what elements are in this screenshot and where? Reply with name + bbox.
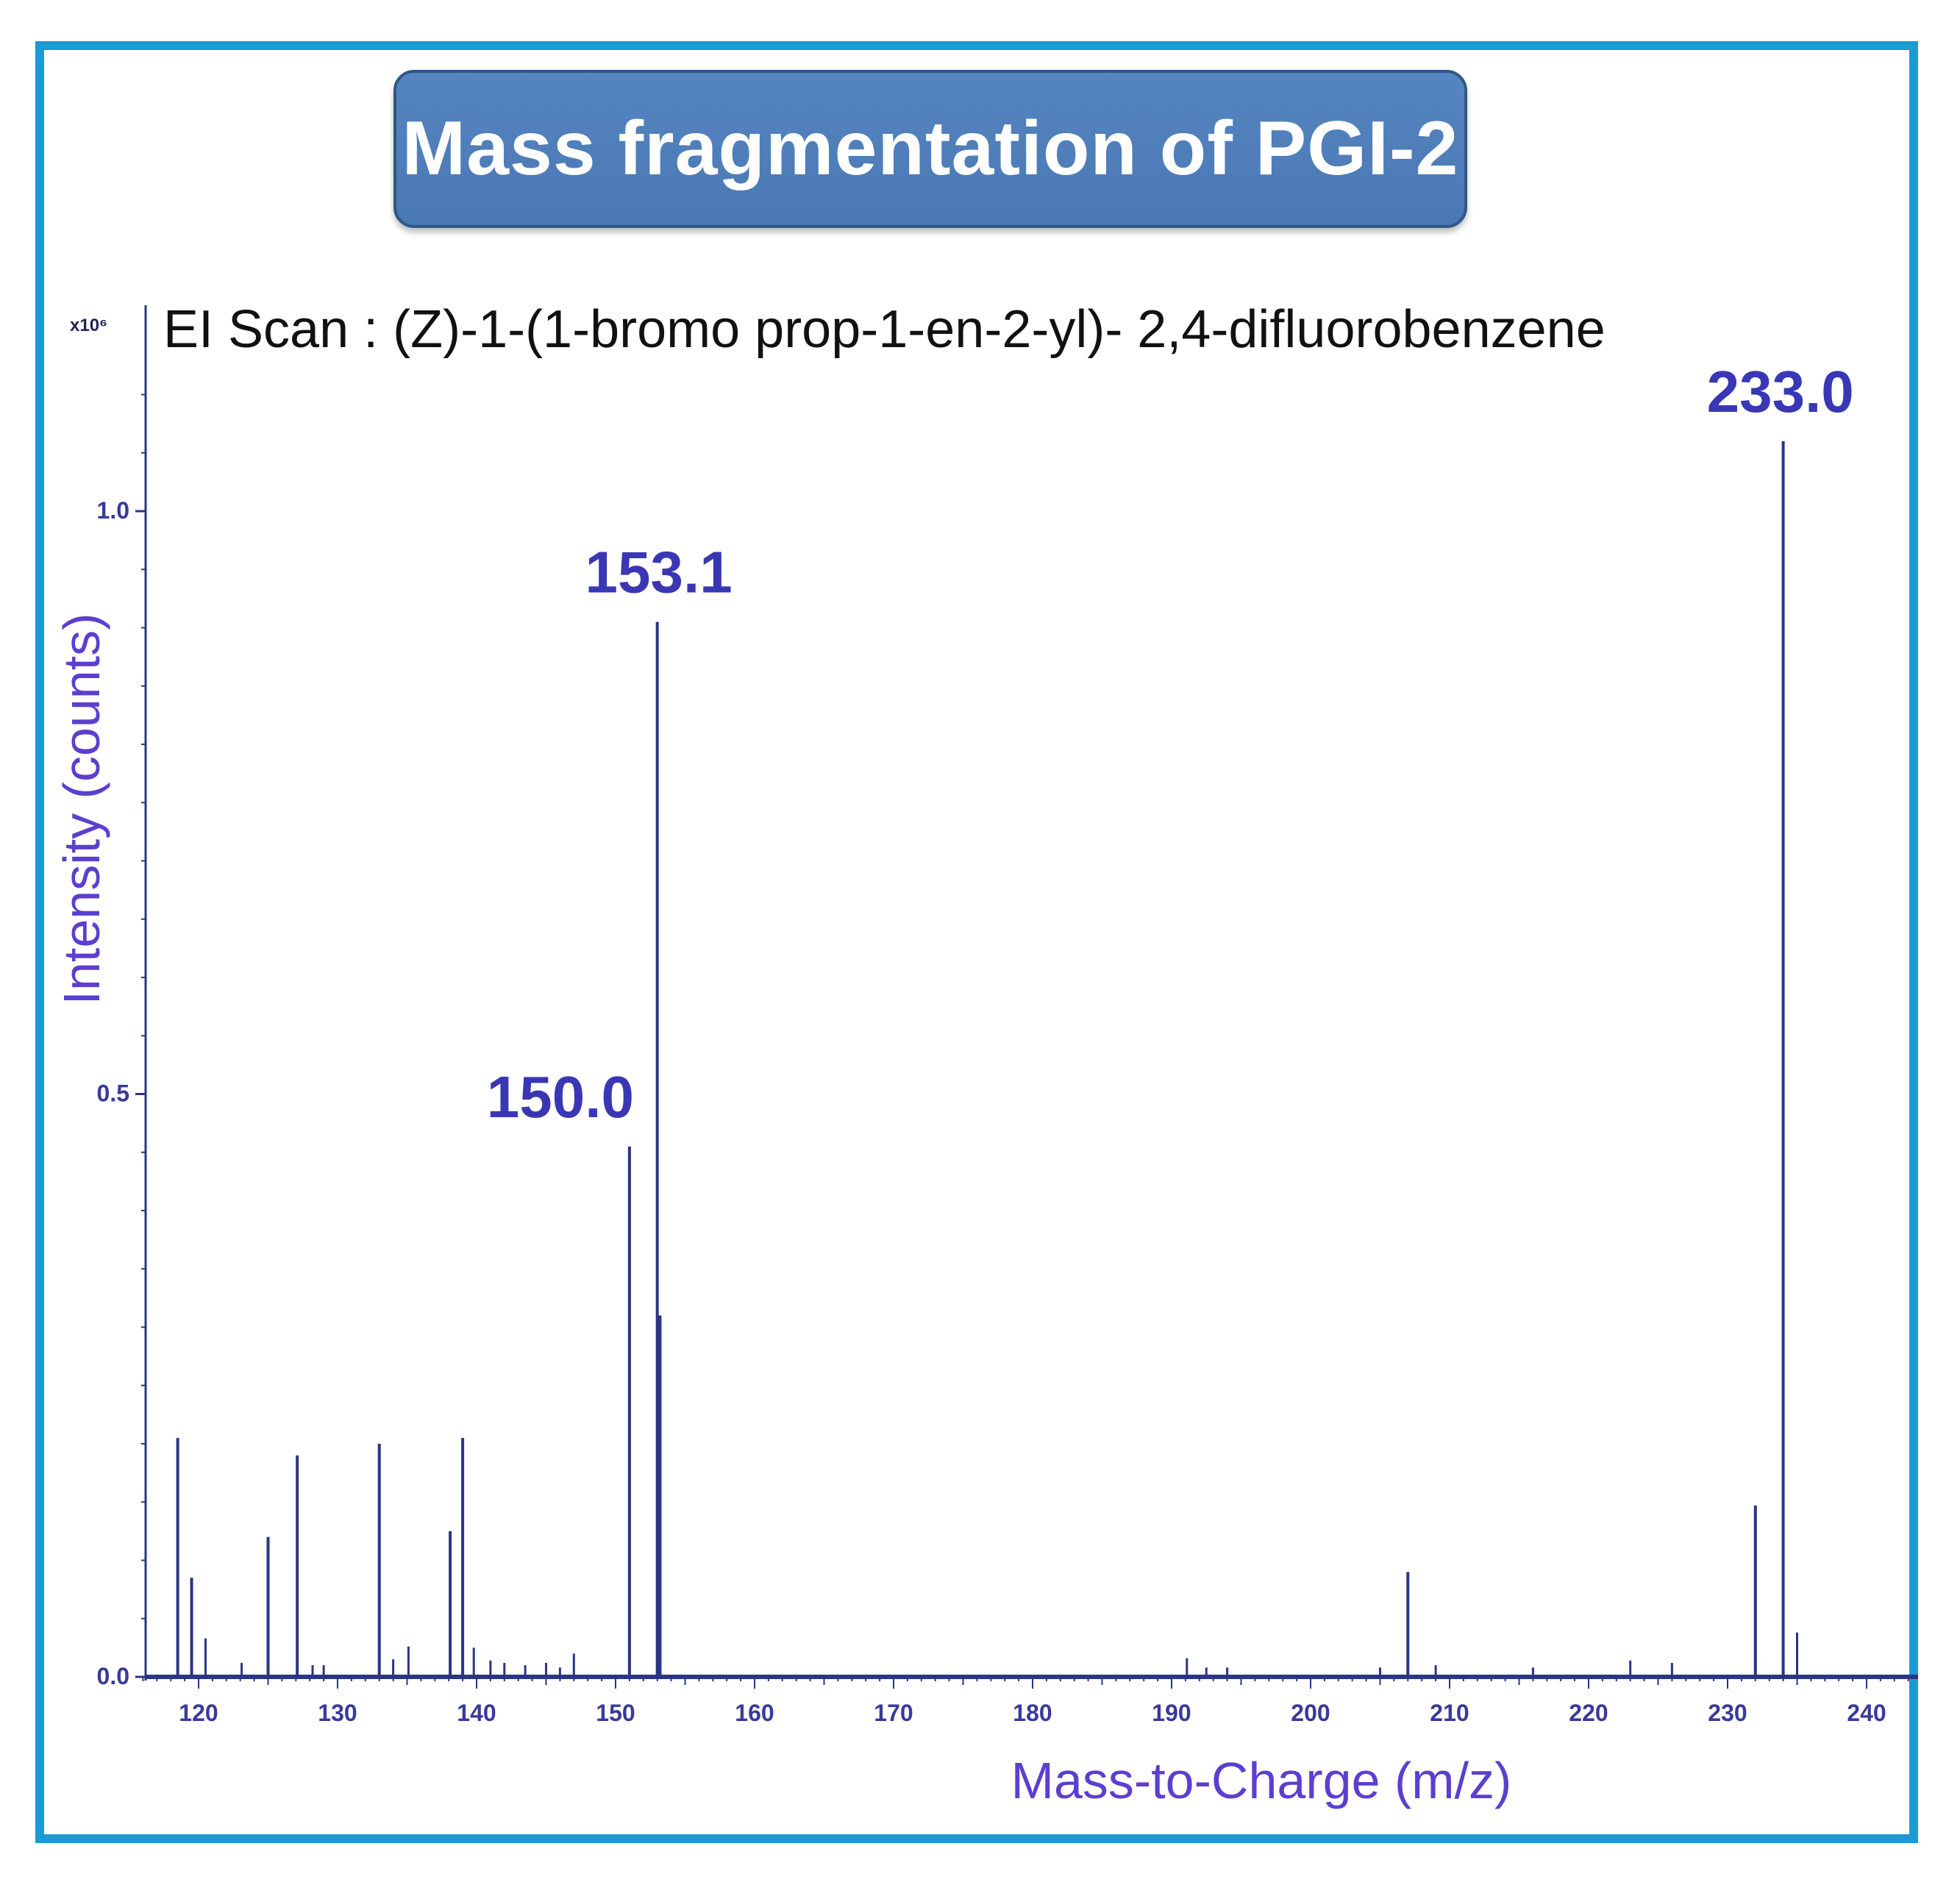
y-axis-label: Intensity (counts): [53, 613, 110, 1005]
peak-label: 233.0: [1707, 359, 1854, 424]
x-tick-label: 240: [1847, 1700, 1886, 1726]
x-axis-label: Mass-to-Charge (m/z): [1011, 1752, 1512, 1809]
peak-labels: 150.0 153.1 233.0: [487, 359, 1854, 1130]
x-tick-label: 170: [874, 1700, 913, 1726]
x-axis-ticks: 120 130 140 150 160 170 180 190 200 210 220 230 240: [142, 1677, 1909, 1726]
x-tick-label: 150: [596, 1700, 635, 1726]
x-tick-label: 120: [179, 1700, 218, 1726]
peak-label: 153.1: [585, 540, 732, 605]
y-axis-ticks: 0.0 0.5 1.0: [97, 393, 146, 1689]
y-multiplier: x10⁶: [70, 316, 107, 335]
peak-label: 150.0: [487, 1064, 634, 1130]
y-tick-label: 0.0: [97, 1663, 129, 1689]
spectrum-peaks: [176, 441, 1798, 1677]
x-tick-label: 130: [318, 1700, 357, 1726]
chart-title: EI Scan : (Z)-1-(1-bromo prop-1-en-2-yl)…: [163, 300, 1606, 359]
figure-frame: [35, 41, 1918, 1843]
x-tick-label: 190: [1152, 1700, 1191, 1726]
x-tick-label: 140: [457, 1700, 496, 1726]
x-tick-label: 200: [1291, 1700, 1330, 1726]
y-tick-label: 1.0: [97, 497, 129, 524]
y-tick-label: 0.5: [97, 1080, 129, 1107]
x-tick-label: 210: [1430, 1700, 1469, 1726]
title-banner: Mass fragmentation of PGI-2: [393, 70, 1467, 228]
figure-title: Mass fragmentation of PGI-2: [402, 106, 1459, 191]
x-tick-label: 230: [1708, 1700, 1747, 1726]
x-tick-label: 180: [1013, 1700, 1052, 1726]
x-tick-label: 220: [1569, 1700, 1608, 1726]
x-tick-label: 160: [735, 1700, 774, 1726]
